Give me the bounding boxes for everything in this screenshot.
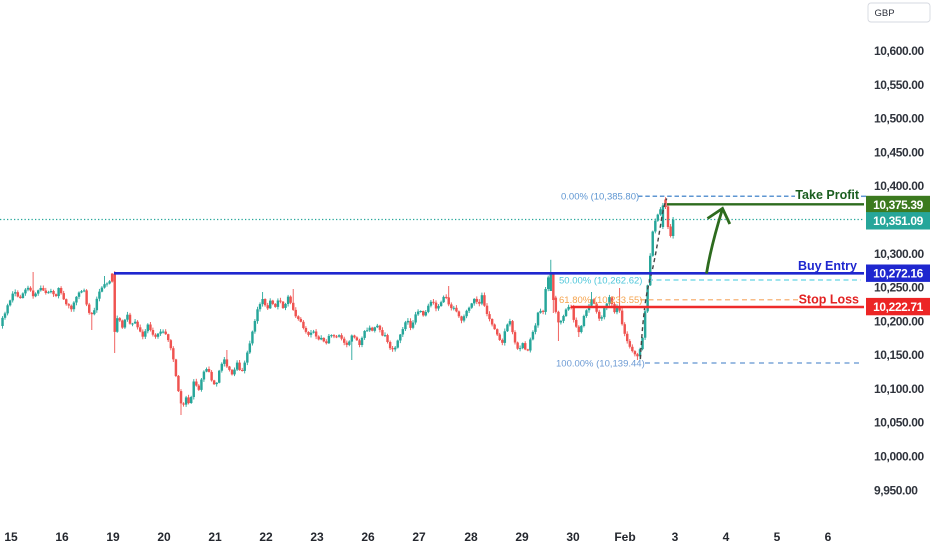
- svg-text:Take Profit: Take Profit: [795, 188, 860, 202]
- svg-text:50.00% (10,262.62): 50.00% (10,262.62): [559, 275, 642, 286]
- svg-text:15: 15: [4, 530, 18, 544]
- svg-text:10,050.00: 10,050.00: [874, 416, 925, 430]
- svg-text:10,600.00: 10,600.00: [874, 44, 925, 58]
- svg-text:10,150.00: 10,150.00: [874, 348, 925, 362]
- svg-text:10,100.00: 10,100.00: [874, 382, 925, 396]
- svg-text:100.00% (10,139.44): 100.00% (10,139.44): [556, 358, 645, 369]
- svg-text:GBP: GBP: [875, 8, 895, 19]
- svg-text:19: 19: [106, 530, 120, 544]
- svg-text:3: 3: [672, 530, 679, 544]
- svg-text:10,300.00: 10,300.00: [874, 247, 925, 261]
- svg-text:10,250.00: 10,250.00: [874, 281, 925, 295]
- svg-text:6: 6: [825, 530, 832, 544]
- svg-text:30: 30: [566, 530, 580, 544]
- svg-text:10,000.00: 10,000.00: [874, 450, 925, 464]
- svg-text:10,272.16: 10,272.16: [873, 267, 924, 281]
- svg-text:23: 23: [310, 530, 324, 544]
- svg-text:9,950.00: 9,950.00: [874, 483, 918, 497]
- svg-text:29: 29: [515, 530, 529, 544]
- svg-text:10,500.00: 10,500.00: [874, 112, 925, 126]
- svg-text:10,351.09: 10,351.09: [873, 214, 924, 228]
- svg-text:26: 26: [361, 530, 375, 544]
- svg-text:Buy Entry: Buy Entry: [798, 259, 857, 273]
- svg-text:20: 20: [157, 530, 171, 544]
- svg-text:10,550.00: 10,550.00: [874, 78, 925, 92]
- svg-text:0.00% (10,385.80): 0.00% (10,385.80): [561, 192, 639, 203]
- svg-text:4: 4: [723, 530, 730, 544]
- svg-text:10,400.00: 10,400.00: [874, 179, 925, 193]
- svg-text:5: 5: [774, 530, 781, 544]
- svg-text:10,222.71: 10,222.71: [873, 300, 924, 314]
- svg-text:Stop Loss: Stop Loss: [799, 293, 859, 307]
- svg-text:28: 28: [464, 530, 478, 544]
- svg-text:10,375.39: 10,375.39: [873, 198, 924, 212]
- svg-text:22: 22: [259, 530, 273, 544]
- svg-text:10,200.00: 10,200.00: [874, 314, 925, 328]
- svg-text:Feb: Feb: [614, 530, 635, 544]
- svg-text:27: 27: [412, 530, 426, 544]
- svg-text:16: 16: [55, 530, 69, 544]
- svg-text:10,450.00: 10,450.00: [874, 145, 925, 159]
- svg-text:61.80% (10,233.55): 61.80% (10,233.55): [559, 295, 642, 306]
- svg-text:21: 21: [208, 530, 222, 544]
